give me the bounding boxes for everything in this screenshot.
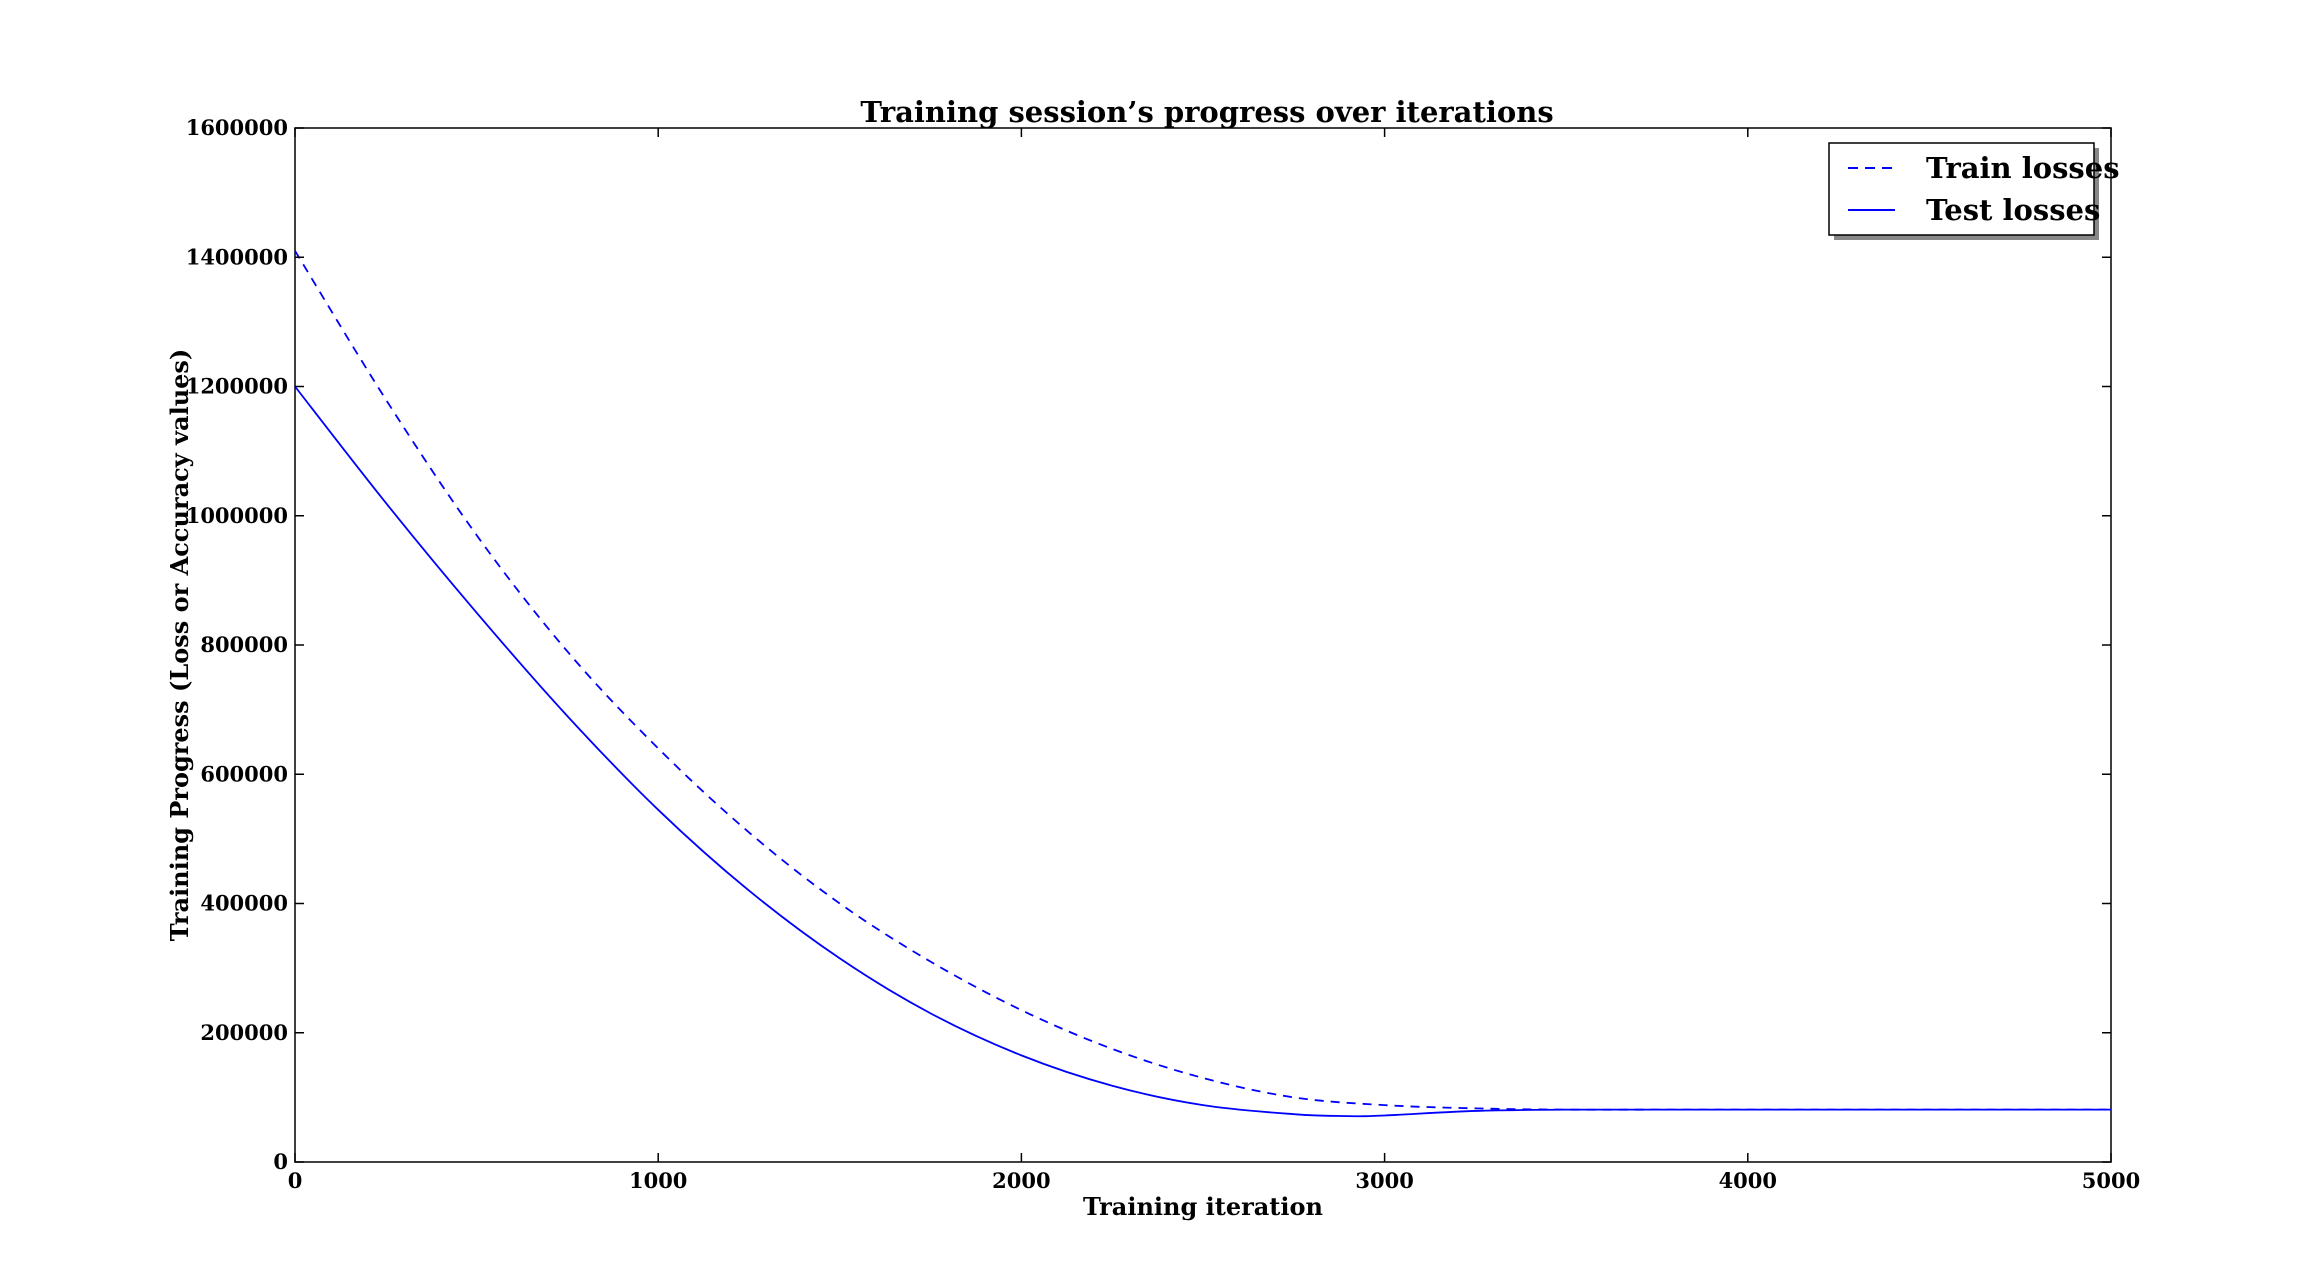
y-tick-label: 1600000 [186,115,288,140]
x-tick-label: 2000 [992,1168,1050,1193]
legend-label-test-losses: Test losses [1926,193,2100,227]
y-tick-label: 0 [273,1149,288,1174]
y-tick-label: 1000000 [186,503,288,528]
ticks-layer: 0 1000 2000 3000 4000 5000 0 200000 400000 600000… [186,115,2141,1193]
x-tick-label: 3000 [1355,1168,1413,1193]
legend-label-train-losses: Train losses [1926,151,2120,185]
y-tick-label: 400000 [200,891,288,916]
series-layer [294,250,2111,1118]
legend-box [1828,142,2095,236]
x-axis-label: Training iteration [1083,1192,1323,1221]
x-tick-label: 5000 [2082,1168,2140,1193]
y-tick-label: 1200000 [186,374,288,399]
series-line-test-losses [294,385,2111,1118]
y-tick-label: 800000 [200,632,288,657]
y-tick-label: 1400000 [186,244,288,269]
plot-frame [294,127,2112,1163]
y-tick-label: 200000 [200,1020,288,1045]
chart-title: Training session’s progress over iterati… [860,95,1553,129]
legend: Train losses Test losses [1828,142,2120,240]
y-axis-label: Training Progress (Loss or Accuracy valu… [165,349,194,942]
x-tick-label: 1000 [629,1168,687,1193]
y-tick-label: 600000 [200,761,288,786]
series-line-train-losses [294,250,2111,1111]
x-tick-label: 4000 [1719,1168,1777,1193]
x-tick-label: 0 [288,1168,303,1193]
